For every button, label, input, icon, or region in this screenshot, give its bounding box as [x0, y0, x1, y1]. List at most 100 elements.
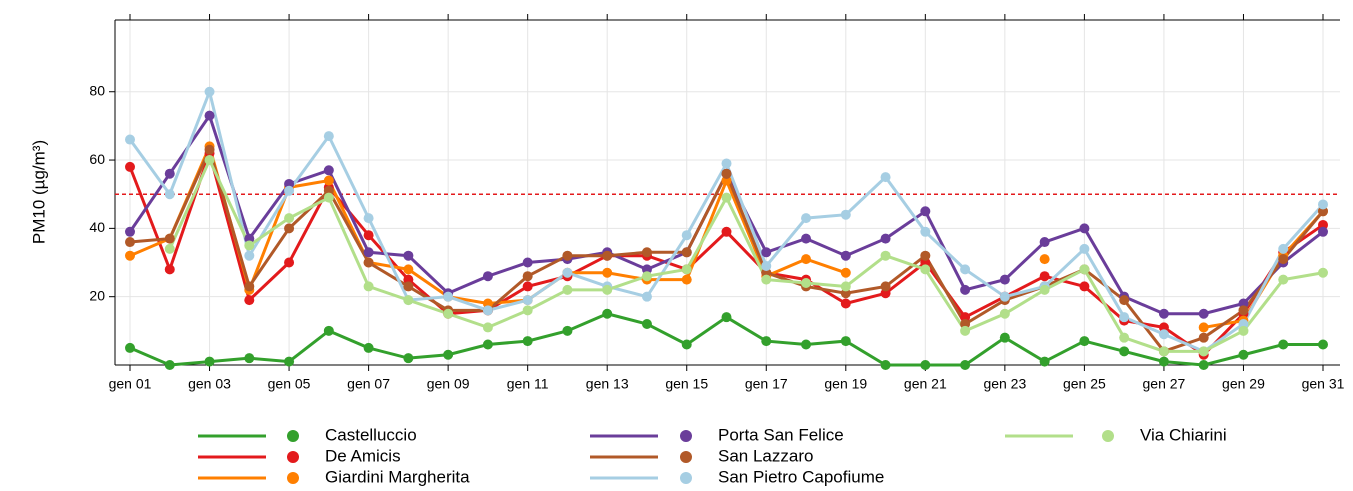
data-point — [840, 250, 851, 261]
x-tick-label: gen 09 — [427, 376, 470, 392]
data-point — [801, 254, 812, 265]
x-tick-label: gen 07 — [347, 376, 390, 392]
data-point — [284, 213, 295, 224]
data-point — [880, 172, 891, 183]
data-point — [125, 134, 135, 145]
data-point — [1318, 267, 1328, 278]
data-point — [1039, 254, 1050, 265]
data-point — [681, 274, 692, 285]
data-point — [1198, 360, 1209, 370]
data-point — [164, 243, 175, 254]
data-point — [1198, 322, 1209, 333]
data-point — [443, 308, 454, 319]
x-tick-label: gen 01 — [109, 376, 152, 392]
data-point — [920, 250, 931, 261]
data-point — [721, 175, 732, 186]
data-point — [443, 349, 454, 360]
data-point — [920, 360, 931, 370]
data-point — [681, 264, 692, 275]
x-tick-label: gen 11 — [507, 376, 549, 392]
data-point — [482, 271, 493, 282]
data-point — [244, 295, 255, 306]
data-point — [1318, 199, 1328, 210]
data-point — [641, 247, 652, 258]
data-point — [562, 325, 573, 336]
legend-label: Via Chiarini — [1140, 425, 1227, 444]
series-line — [128, 112, 1324, 316]
data-point — [721, 192, 732, 203]
y-tick-label: 60 — [89, 151, 105, 167]
data-point — [960, 284, 971, 295]
x-tick-label: gen 15 — [665, 376, 708, 392]
data-point — [999, 291, 1010, 302]
data-point — [761, 274, 772, 285]
data-point — [403, 250, 414, 261]
data-point — [761, 247, 772, 258]
legend-label: Giardini Margherita — [325, 467, 470, 486]
x-tick-label: gen 13 — [586, 376, 629, 392]
y-axis-label: PM10 (µg/m³) — [29, 140, 48, 244]
legend-marker — [680, 472, 692, 484]
data-point — [960, 325, 971, 336]
data-point — [840, 267, 851, 278]
data-point — [244, 240, 255, 251]
data-point — [125, 342, 135, 353]
x-tick-label: gen 25 — [1063, 376, 1106, 392]
data-point — [761, 336, 772, 347]
data-point — [1198, 346, 1209, 357]
data-point — [920, 226, 931, 237]
data-point — [164, 189, 175, 200]
data-point — [920, 264, 931, 275]
data-point — [602, 267, 613, 278]
data-point — [960, 264, 971, 275]
data-point — [204, 110, 215, 121]
data-point — [284, 356, 295, 367]
data-point — [999, 332, 1010, 343]
data-point — [244, 233, 255, 244]
data-point — [125, 226, 135, 237]
data-point — [721, 168, 732, 179]
legend-marker — [1102, 430, 1114, 442]
legend-label: De Amicis — [325, 446, 401, 465]
data-point — [482, 339, 493, 350]
data-point — [1079, 264, 1090, 275]
data-point — [522, 336, 533, 347]
data-point — [363, 342, 374, 353]
data-point — [840, 336, 851, 347]
data-point — [522, 271, 533, 282]
data-point — [522, 281, 533, 292]
data-point — [960, 319, 971, 330]
data-point — [1158, 356, 1169, 367]
y-tick-label: 80 — [89, 82, 105, 98]
data-point — [204, 144, 215, 155]
data-point — [562, 250, 573, 261]
data-point — [522, 295, 533, 306]
data-point — [244, 250, 255, 261]
x-tick-label: gen 29 — [1222, 376, 1265, 392]
data-point — [1119, 312, 1130, 323]
data-point — [801, 339, 812, 350]
data-point — [562, 267, 573, 278]
legend-label: Porta San Felice — [718, 425, 844, 444]
data-point — [1198, 308, 1209, 319]
data-point — [840, 298, 851, 309]
data-point — [641, 291, 652, 302]
data-point — [403, 274, 414, 285]
legend-label: San Pietro Capofiume — [718, 467, 884, 486]
data-point — [1238, 349, 1249, 360]
data-point — [1039, 237, 1050, 248]
data-point — [1158, 308, 1169, 319]
data-point — [323, 131, 334, 142]
data-point — [1278, 339, 1289, 350]
data-point — [482, 298, 493, 309]
data-point — [1278, 243, 1289, 254]
data-point — [363, 257, 374, 268]
legend-label: San Lazzaro — [718, 446, 813, 465]
x-tick-label: gen 31 — [1302, 376, 1345, 392]
data-point — [204, 155, 215, 166]
data-point — [801, 213, 812, 224]
data-point — [641, 319, 652, 330]
data-point — [1318, 226, 1328, 237]
data-point — [1238, 319, 1249, 330]
